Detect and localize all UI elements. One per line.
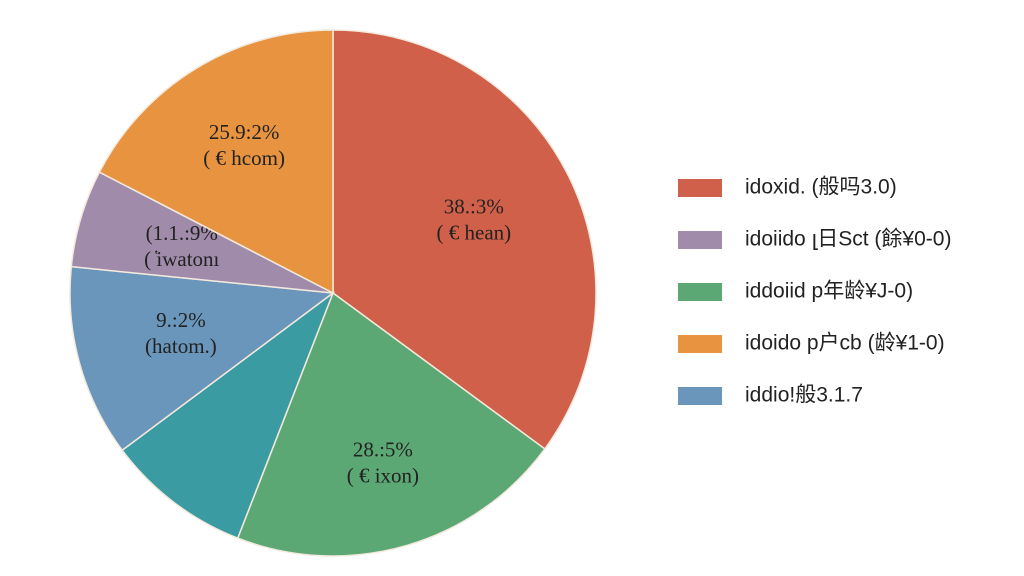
legend-swatch bbox=[678, 387, 722, 405]
slice-note-label: (hatom.) bbox=[145, 334, 217, 358]
legend-label: iddoiid p年龄¥J-0) bbox=[745, 280, 913, 303]
slice-value-label: 28.:5% bbox=[353, 438, 413, 462]
pie-slice bbox=[121, 290, 335, 540]
slice-note-label: ( € ixon) bbox=[347, 464, 419, 488]
legend-swatch bbox=[678, 179, 722, 197]
pie-slice bbox=[98, 29, 334, 295]
legend-swatch bbox=[678, 335, 722, 353]
pie-slice bbox=[332, 29, 597, 450]
legend-label: idoxid. (般吗3.0) bbox=[745, 176, 897, 199]
legend-label: idoiido լ日Sct (餘¥0-0) bbox=[745, 228, 951, 251]
pie-slice bbox=[236, 291, 546, 557]
legend-swatch bbox=[678, 231, 722, 249]
slice-value-label: 38.:3% bbox=[444, 195, 504, 219]
slice-value-label: 9.:2% bbox=[156, 308, 206, 332]
legend-swatch bbox=[678, 283, 722, 301]
pie-slice bbox=[69, 265, 335, 452]
slice-note-label: ( € hcom) bbox=[203, 146, 285, 170]
legend-label: iddio!般3.1.7 bbox=[745, 384, 863, 407]
slice-note-label: ( € hean) bbox=[437, 221, 512, 245]
slice-value-label: 25.9:2% bbox=[209, 120, 280, 144]
slice-note-label: ( ̔iwatonı bbox=[144, 247, 219, 271]
legend-label: idoido p户cb (龄¥1-0) bbox=[745, 332, 945, 355]
